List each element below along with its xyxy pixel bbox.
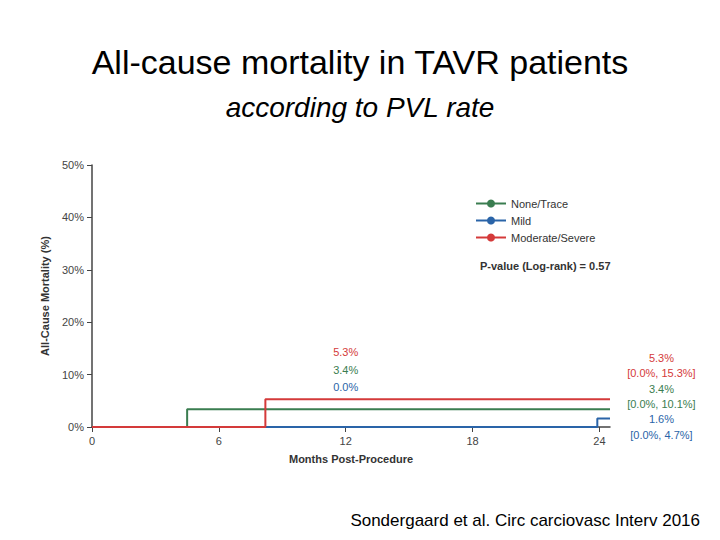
svg-text:18: 18 — [466, 435, 478, 447]
svg-text:Moderate/Severe: Moderate/Severe — [511, 232, 595, 244]
svg-text:P-value (Log-rank) = 0.57: P-value (Log-rank) = 0.57 — [480, 260, 611, 272]
svg-text:6: 6 — [216, 435, 222, 447]
svg-text:0.0%: 0.0% — [333, 381, 358, 393]
svg-text:3.4%: 3.4% — [649, 383, 674, 395]
svg-text:Mild: Mild — [511, 215, 531, 227]
svg-text:Months Post-Procedure: Months Post-Procedure — [289, 453, 413, 465]
svg-text:[0.0%, 4.7%]: [0.0%, 4.7%] — [630, 429, 692, 441]
svg-text:All-Cause Mortality (%): All-Cause Mortality (%) — [39, 236, 51, 356]
svg-text:1.6%: 1.6% — [649, 413, 674, 425]
svg-text:5.3%: 5.3% — [649, 352, 674, 364]
svg-text:30%: 30% — [62, 264, 84, 276]
svg-text:10%: 10% — [62, 369, 84, 381]
svg-text:5.3%: 5.3% — [333, 346, 358, 358]
svg-text:None/Trace: None/Trace — [511, 198, 568, 210]
svg-text:0: 0 — [89, 435, 95, 447]
svg-text:[0.0%, 10.1%]: [0.0%, 10.1%] — [627, 398, 696, 410]
svg-text:20%: 20% — [62, 316, 84, 328]
svg-text:40%: 40% — [62, 211, 84, 223]
svg-text:0%: 0% — [68, 421, 84, 433]
svg-text:according to PVL rate: according to PVL rate — [226, 92, 495, 123]
svg-text:3.4%: 3.4% — [333, 364, 358, 376]
svg-text:Sondergaard et al. Circ carcio: Sondergaard et al. Circ carciovasc Inter… — [350, 511, 700, 530]
svg-text:24: 24 — [593, 435, 605, 447]
svg-text:12: 12 — [340, 435, 352, 447]
svg-text:[0.0%, 15.3%]: [0.0%, 15.3%] — [627, 367, 696, 379]
svg-text:All-cause mortality in TAVR pa: All-cause mortality in TAVR patients — [92, 43, 629, 81]
svg-text:50%: 50% — [62, 159, 84, 171]
